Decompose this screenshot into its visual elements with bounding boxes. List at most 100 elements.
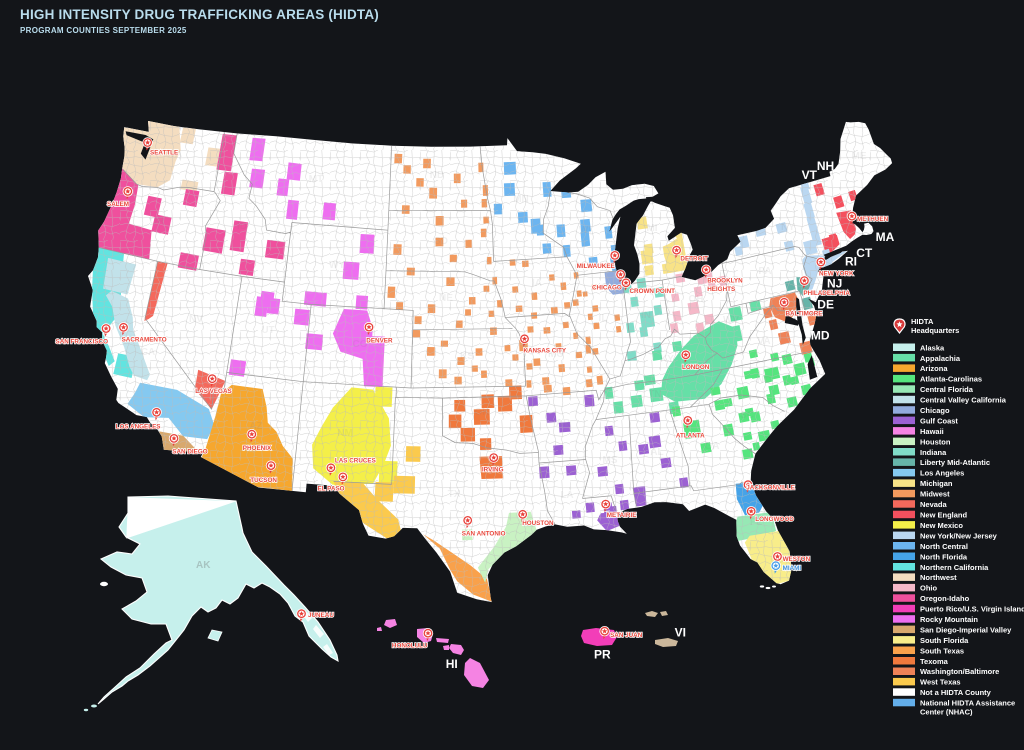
svg-text:AZ: AZ bbox=[249, 421, 262, 432]
svg-text:SC: SC bbox=[740, 410, 754, 421]
svg-text:LONGWOOD: LONGWOOD bbox=[755, 516, 794, 523]
svg-text:New York/New Jersey: New York/New Jersey bbox=[920, 531, 998, 540]
svg-text:HI: HI bbox=[446, 657, 458, 671]
svg-text:HONOLULU: HONOLULU bbox=[392, 643, 428, 650]
svg-text:OR: OR bbox=[150, 216, 166, 227]
svg-text:Hawaii: Hawaii bbox=[920, 427, 944, 436]
svg-text:Houston: Houston bbox=[920, 437, 951, 446]
svg-text:BALTIMORE: BALTIMORE bbox=[786, 311, 823, 318]
svg-text:NE: NE bbox=[439, 293, 453, 304]
svg-text:SD: SD bbox=[434, 236, 448, 247]
svg-text:TN: TN bbox=[648, 389, 661, 400]
svg-text:IA: IA bbox=[532, 278, 542, 289]
svg-text:MN: MN bbox=[513, 194, 529, 205]
svg-text:VI: VI bbox=[675, 625, 686, 639]
svg-text:DE: DE bbox=[817, 298, 834, 312]
svg-text:MILWAUKEE: MILWAUKEE bbox=[577, 263, 615, 270]
svg-text:PA: PA bbox=[758, 266, 771, 277]
svg-text:IRVING: IRVING bbox=[482, 467, 504, 474]
svg-text:AK: AK bbox=[196, 560, 211, 571]
svg-text:WY: WY bbox=[329, 260, 345, 271]
svg-text:NEW YORK: NEW YORK bbox=[819, 270, 854, 277]
svg-text:Center (NHAC): Center (NHAC) bbox=[920, 708, 973, 717]
svg-text:LONDON: LONDON bbox=[682, 364, 710, 371]
svg-text:RI: RI bbox=[845, 255, 857, 269]
svg-text:Indiana: Indiana bbox=[920, 448, 947, 457]
svg-text:Michigan: Michigan bbox=[920, 479, 953, 488]
svg-text:LA: LA bbox=[560, 490, 573, 501]
svg-text:METHUEN: METHUEN bbox=[857, 216, 889, 223]
svg-text:HOUSTON: HOUSTON bbox=[522, 520, 554, 527]
svg-text:TUCSON: TUCSON bbox=[250, 477, 277, 484]
svg-text:KANSAS CITY: KANSAS CITY bbox=[523, 348, 566, 355]
svg-text:UT: UT bbox=[261, 325, 274, 336]
svg-text:SALEM: SALEM bbox=[107, 201, 129, 208]
svg-text:SEATTLE: SEATTLE bbox=[150, 150, 178, 157]
svg-text:Gulf Coast: Gulf Coast bbox=[920, 416, 958, 425]
svg-text:South Florida: South Florida bbox=[920, 636, 969, 645]
svg-text:North Central: North Central bbox=[920, 542, 968, 551]
svg-text:WA: WA bbox=[166, 149, 182, 160]
svg-text:MIAMI: MIAMI bbox=[783, 565, 802, 572]
svg-text:MI: MI bbox=[646, 223, 657, 234]
svg-text:Northwest: Northwest bbox=[920, 573, 957, 582]
svg-text:Headquarters: Headquarters bbox=[911, 326, 959, 335]
svg-text:Texoma: Texoma bbox=[920, 657, 949, 666]
svg-text:Northern California: Northern California bbox=[920, 563, 989, 572]
svg-text:ND: ND bbox=[430, 170, 444, 181]
svg-text:CHICAGO: CHICAGO bbox=[592, 285, 622, 292]
svg-text:Liberty Mid-Atlantic: Liberty Mid-Atlantic bbox=[920, 458, 990, 467]
svg-text:San Diego-Imperial Valley: San Diego-Imperial Valley bbox=[920, 625, 1012, 634]
svg-text:Ohio: Ohio bbox=[920, 584, 937, 593]
svg-text:SACRAMENTO: SACRAMENTO bbox=[122, 337, 167, 344]
svg-text:CROWN POINT: CROWN POINT bbox=[630, 288, 676, 295]
svg-text:NC: NC bbox=[757, 375, 771, 386]
svg-text:North Florida: North Florida bbox=[920, 552, 968, 561]
svg-text:Puerto Rico/U.S. Virgin Island: Puerto Rico/U.S. Virgin Islands bbox=[920, 605, 1024, 614]
svg-text:AR: AR bbox=[556, 418, 571, 429]
svg-text:Arizona: Arizona bbox=[920, 364, 948, 373]
svg-text:JACKSONVILLE: JACKSONVILLE bbox=[746, 485, 795, 492]
svg-text:West Texas: West Texas bbox=[920, 678, 961, 687]
svg-text:ID: ID bbox=[237, 221, 247, 232]
svg-text:New Mexico: New Mexico bbox=[920, 521, 963, 530]
svg-text:WESTON: WESTON bbox=[783, 556, 811, 563]
svg-text:National HIDTA Assistance: National HIDTA Assistance bbox=[920, 699, 1015, 708]
svg-text:Alaska: Alaska bbox=[920, 343, 945, 352]
svg-text:NH: NH bbox=[817, 159, 834, 173]
svg-text:SAN DIEGO: SAN DIEGO bbox=[172, 449, 207, 456]
svg-text:Nevada: Nevada bbox=[920, 500, 948, 509]
svg-text:DENVER: DENVER bbox=[366, 338, 393, 345]
svg-text:Atlanta-Carolinas: Atlanta-Carolinas bbox=[920, 375, 982, 384]
svg-text:MO: MO bbox=[548, 349, 564, 360]
svg-text:CT: CT bbox=[856, 246, 873, 260]
svg-text:METAIRIE: METAIRIE bbox=[607, 512, 637, 519]
svg-text:LAS CRUCES: LAS CRUCES bbox=[335, 458, 376, 465]
svg-text:JUNEAU: JUNEAU bbox=[308, 612, 334, 619]
svg-text:BROOKLYN: BROOKLYN bbox=[707, 278, 743, 285]
svg-text:IN: IN bbox=[641, 310, 651, 321]
svg-text:HIDTA: HIDTA bbox=[911, 317, 934, 326]
svg-text:ATLANTA: ATLANTA bbox=[676, 433, 705, 440]
svg-text:HEIGHTS: HEIGHTS bbox=[707, 286, 735, 293]
svg-text:SAN JUAN: SAN JUAN bbox=[610, 632, 643, 639]
svg-text:WI: WI bbox=[579, 225, 591, 236]
svg-text:SAN ANTONIO: SAN ANTONIO bbox=[462, 530, 506, 537]
svg-text:Washington/Baltimore: Washington/Baltimore bbox=[920, 667, 999, 676]
svg-text:NM: NM bbox=[337, 428, 353, 439]
svg-text:MS: MS bbox=[603, 455, 618, 466]
svg-text:NY: NY bbox=[781, 222, 795, 233]
svg-text:NJ: NJ bbox=[827, 277, 842, 291]
svg-text:PHILADELPHIA: PHILADELPHIA bbox=[803, 290, 850, 297]
svg-text:Not a HIDTA County: Not a HIDTA County bbox=[920, 688, 992, 697]
svg-text:DETROIT: DETROIT bbox=[680, 256, 708, 263]
svg-text:Central Valley California: Central Valley California bbox=[920, 396, 1007, 405]
svg-text:MT: MT bbox=[309, 174, 323, 185]
svg-text:KS: KS bbox=[460, 351, 474, 362]
svg-text:Los Angeles: Los Angeles bbox=[920, 469, 964, 478]
svg-text:GA: GA bbox=[705, 441, 720, 452]
svg-text:Rocky Mountain: Rocky Mountain bbox=[920, 615, 978, 624]
svg-text:AL: AL bbox=[650, 447, 663, 458]
svg-text:NV: NV bbox=[189, 314, 203, 325]
svg-text:Oregon-Idaho: Oregon-Idaho bbox=[920, 594, 970, 603]
